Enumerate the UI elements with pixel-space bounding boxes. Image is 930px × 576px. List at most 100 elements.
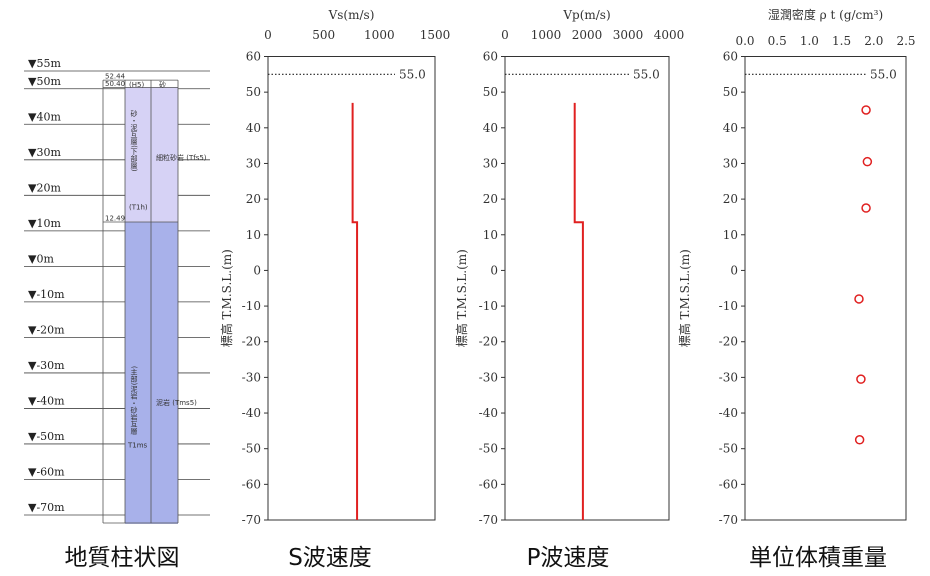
y-tick-label: 50 bbox=[723, 85, 738, 99]
x-tick-label: 1000 bbox=[364, 28, 395, 42]
data-point bbox=[861, 105, 871, 115]
plot-frame bbox=[744, 56, 907, 521]
y-tick-label: -10 bbox=[719, 299, 738, 313]
y-axis-title: 標高 T.M.S.L.(m) bbox=[454, 249, 469, 347]
level-label: ▼10m bbox=[28, 217, 61, 230]
x-tick-label: 4000 bbox=[654, 28, 685, 42]
y-tick-label: -20 bbox=[719, 335, 738, 349]
x-tick-label: 2.0 bbox=[864, 34, 883, 48]
y-tick-label: 10 bbox=[483, 228, 498, 242]
x-axis-title: Vp(m/s) bbox=[562, 8, 610, 22]
y-tick-label: 60 bbox=[246, 50, 261, 64]
level-label: ▼-30m bbox=[28, 359, 65, 372]
y-axis-title: 標高 T.M.S.L.(m) bbox=[677, 249, 692, 347]
y-tick-label: 40 bbox=[246, 121, 261, 135]
caption-geologic-column: 地質柱状図 bbox=[65, 545, 180, 571]
y-tick-label: -20 bbox=[242, 335, 261, 349]
reference-label: 55.0 bbox=[870, 67, 897, 81]
y-tick-label: -10 bbox=[242, 299, 261, 313]
caption-chart-3: 単位体積重量 bbox=[749, 545, 887, 571]
x-axis-title: 湿潤密度 ρ t (g/cm³) bbox=[768, 7, 883, 22]
x-tick-label: 2.5 bbox=[896, 34, 915, 48]
boundary-label: 52.44 bbox=[105, 73, 126, 81]
level-label: ▼40m bbox=[28, 110, 61, 123]
level-label: ▼-40m bbox=[28, 394, 65, 407]
chart-panel-2: 60 50 40 30 20 10 0 -10 -20 -30 -40 -50 -60 -70 0 1000 2… bbox=[454, 8, 684, 571]
x-tick-label: 0 bbox=[501, 28, 509, 42]
layer-rock-label: 砂 bbox=[159, 80, 166, 89]
chart-panel-1: 60 50 40 30 20 10 0 -10 -20 -30 -40 -50 -60 -70 0 500 10… bbox=[219, 8, 450, 571]
boundary-label: 50.40 bbox=[105, 80, 125, 88]
x-tick-label: 1500 bbox=[420, 28, 451, 42]
y-tick-label: -70 bbox=[719, 513, 738, 527]
level-label: ▼-60m bbox=[28, 465, 65, 478]
layer-rock-label: 泥岩 (Tms5) bbox=[156, 398, 197, 407]
x-tick-label: 1.5 bbox=[832, 34, 851, 48]
layer-rock-label: 細粒砂岩 (Tfs5) bbox=[156, 153, 207, 162]
layer-fill-tail bbox=[125, 515, 178, 523]
y-tick-label: 0 bbox=[490, 263, 498, 277]
y-tick-label: -70 bbox=[242, 513, 261, 527]
y-tick-label: 10 bbox=[246, 228, 261, 242]
y-tick-label: 50 bbox=[483, 85, 498, 99]
x-tick-label: 0.0 bbox=[735, 34, 754, 48]
x-tick-label: 0 bbox=[264, 28, 272, 42]
y-tick-label: 10 bbox=[723, 228, 738, 242]
level-label: ▼0m bbox=[28, 252, 54, 265]
y-tick-label: 60 bbox=[483, 50, 498, 64]
x-tick-label: 0.5 bbox=[768, 34, 787, 48]
x-tick-label: 2000 bbox=[572, 28, 603, 42]
x-tick-label: 1000 bbox=[531, 28, 562, 42]
data-point bbox=[861, 203, 871, 213]
y-tick-label: -30 bbox=[719, 370, 738, 384]
y-tick-label: -30 bbox=[479, 370, 498, 384]
y-tick-label: -40 bbox=[242, 406, 261, 420]
y-tick-label: 30 bbox=[246, 156, 261, 170]
y-tick-label: -40 bbox=[719, 406, 738, 420]
level-label: ▼20m bbox=[28, 181, 61, 194]
level-label: ▼-50m bbox=[28, 430, 65, 443]
data-point bbox=[862, 156, 873, 167]
boundary-label: 12.49 bbox=[105, 214, 125, 222]
layer-unit-label: (主部)泥岩・砂岩互層 bbox=[130, 366, 138, 436]
reference-label: 55.0 bbox=[399, 67, 426, 81]
y-tick-label: -70 bbox=[479, 513, 498, 527]
y-tick-label: 0 bbox=[253, 263, 261, 277]
layer-sub-label: T1ms bbox=[127, 442, 148, 450]
x-tick-label: 1.0 bbox=[800, 34, 819, 48]
y-tick-label: -10 bbox=[479, 299, 498, 313]
y-tick-label: -20 bbox=[479, 335, 498, 349]
layer-fill-0 bbox=[125, 80, 178, 88]
reference-label: 55.0 bbox=[633, 67, 660, 81]
plot-frame bbox=[267, 56, 436, 521]
x-tick-label: 500 bbox=[312, 28, 335, 42]
caption-chart-2: P波速度 bbox=[527, 545, 610, 571]
y-axis-title: 標高 T.M.S.L.(m) bbox=[219, 249, 234, 347]
y-tick-label: -60 bbox=[479, 477, 498, 491]
data-point bbox=[856, 374, 866, 384]
layer-sub-label: (T1h) bbox=[129, 204, 148, 212]
y-tick-label: -30 bbox=[242, 370, 261, 384]
data-point bbox=[854, 435, 865, 445]
y-tick-label: 0 bbox=[730, 263, 738, 277]
level-label: ▼-70m bbox=[28, 501, 65, 514]
y-tick-label: 60 bbox=[723, 50, 738, 64]
y-tick-label: 30 bbox=[483, 156, 498, 170]
data-point bbox=[854, 294, 864, 304]
y-tick-label: 20 bbox=[723, 192, 738, 206]
plot-frame bbox=[504, 56, 670, 521]
series-line bbox=[573, 102, 584, 520]
x-tick-label: 3000 bbox=[613, 28, 644, 42]
level-label: ▼-20m bbox=[28, 323, 65, 336]
caption-chart-1: S波速度 bbox=[288, 545, 372, 571]
y-tick-label: 40 bbox=[723, 121, 738, 135]
y-tick-label: 20 bbox=[483, 192, 498, 206]
level-label: ▼30m bbox=[28, 146, 61, 159]
layer-unit-label: (H5) bbox=[129, 81, 144, 89]
level-label: ▼-10m bbox=[28, 288, 65, 301]
layer-fill-2 bbox=[125, 221, 178, 524]
chart-panel-3: 60 50 40 30 20 10 0 -10 -20 -30 -40 -50 -60 -70 0.0 0.5… bbox=[677, 7, 916, 571]
series-line bbox=[351, 102, 359, 520]
y-tick-label: -50 bbox=[719, 442, 738, 456]
